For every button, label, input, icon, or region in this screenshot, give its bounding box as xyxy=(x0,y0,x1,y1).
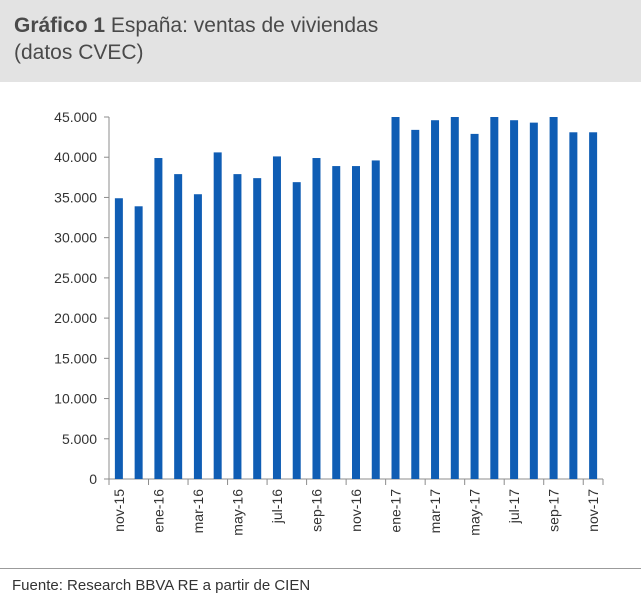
bar xyxy=(549,117,558,479)
bar xyxy=(193,194,202,479)
chart-title-rest: España: ventas de viviendas xyxy=(105,14,379,37)
chart-title-line2: (datos CVEC) xyxy=(14,41,144,64)
chart-title: Gráfico 1 España: ventas de viviendas (d… xyxy=(14,12,378,66)
x-tick-label: mar-17 xyxy=(427,489,443,534)
bar xyxy=(292,182,301,479)
x-tick-label: may-17 xyxy=(467,489,483,536)
bar xyxy=(272,156,281,479)
bar xyxy=(154,158,163,479)
x-tick-label: ene-16 xyxy=(150,489,166,533)
bar xyxy=(312,158,321,479)
bar xyxy=(589,132,598,480)
y-tick-label: 15.000 xyxy=(54,350,97,366)
y-tick-label: 30.000 xyxy=(54,230,97,246)
bar xyxy=(529,122,538,480)
bar xyxy=(450,117,459,479)
x-tick-label: nov-15 xyxy=(111,489,127,532)
bar xyxy=(391,117,400,479)
y-tick-label: 20.000 xyxy=(54,310,97,326)
bar xyxy=(431,120,440,479)
y-tick-label: 40.000 xyxy=(54,149,97,165)
x-tick-label: sep-16 xyxy=(308,489,324,532)
y-tick-label: 5.000 xyxy=(62,431,97,447)
bar xyxy=(510,120,519,479)
chart-header: Gráfico 1 España: ventas de viviendas (d… xyxy=(0,0,641,82)
footer-divider xyxy=(0,568,641,569)
source-note: Fuente: Research BBVA RE a partir de CIE… xyxy=(12,577,311,594)
y-tick-label: 45.000 xyxy=(54,109,97,125)
bar xyxy=(233,174,242,480)
bar xyxy=(174,174,183,480)
bar xyxy=(213,152,222,479)
bar-chart: 0 5.000 10.000 15.000 20.000 25.000 30.000 35.0… xyxy=(54,109,604,536)
y-tick-label: 35.000 xyxy=(54,189,97,205)
bar xyxy=(411,129,420,480)
bar xyxy=(253,178,262,479)
x-tick-label: jul-17 xyxy=(506,489,522,524)
x-tick-label: jul-16 xyxy=(269,489,285,524)
bar xyxy=(134,206,143,479)
bar xyxy=(352,166,360,479)
chart-title-bold: Gráfico 1 xyxy=(14,14,106,37)
x-tick-label: sep-17 xyxy=(546,489,562,532)
bar xyxy=(371,160,380,479)
y-tick-label: 10.000 xyxy=(54,391,97,407)
x-tick-label: nov-16 xyxy=(348,489,364,532)
bar xyxy=(332,166,341,479)
bar xyxy=(470,133,479,479)
bar xyxy=(490,117,499,479)
x-tick-label: nov-17 xyxy=(585,489,601,532)
bar xyxy=(114,198,123,479)
y-tick-label: 0 xyxy=(89,471,97,487)
y-tick-label: 25.000 xyxy=(54,270,97,286)
bar xyxy=(569,132,578,480)
x-tick-label: ene-17 xyxy=(388,489,404,533)
x-tick-label: mar-16 xyxy=(190,489,206,534)
x-tick-label: may-16 xyxy=(229,489,245,536)
